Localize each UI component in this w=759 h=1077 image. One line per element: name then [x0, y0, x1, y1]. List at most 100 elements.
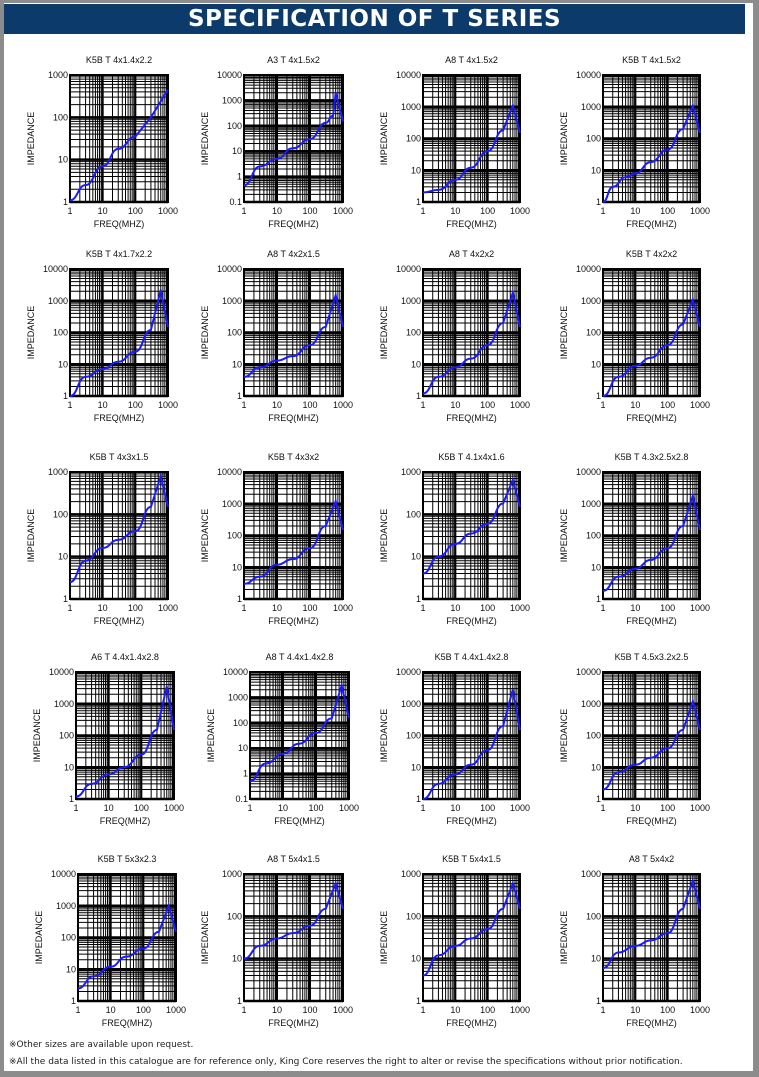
y-tick-label: 1 [237, 594, 242, 604]
x-tick-label: 1000 [690, 1005, 710, 1015]
y-tick-label: 1000 [581, 869, 601, 879]
y-tick-label: 10 [64, 762, 74, 772]
x-tick-label: 1 [420, 603, 425, 613]
x-tick-label: 100 [128, 603, 143, 613]
y-tick-label: 1000 [222, 869, 242, 879]
x-tick-label: 1000 [158, 400, 178, 410]
x-tick-label: 1 [600, 603, 605, 613]
x-tick-label: 10 [450, 603, 460, 613]
x-tick-label: 100 [660, 803, 675, 813]
impedance-curve [249, 681, 350, 783]
x-tick-label: 10 [98, 400, 108, 410]
impedance-chart: K5B T 5x3x2.3 1 10 100 1000 10000 1 10 100 1000 FR… [34, 854, 186, 1028]
y-tick-label: 1000 [56, 901, 76, 911]
y-tick-label: 10 [591, 359, 601, 369]
note-disclaimer: ※All the data listed in this catalogue a… [9, 1057, 683, 1067]
x-tick-label: 10 [450, 803, 460, 813]
impedance-curve [75, 686, 175, 798]
y-axis-label: IMPEDANCE [379, 112, 389, 166]
y-tick-label: 10000 [396, 264, 421, 274]
y-tick-label: 10000 [49, 667, 74, 677]
x-tick-label: 10 [450, 400, 460, 410]
y-axis-label: IMPEDANCE [379, 509, 389, 563]
y-tick-label: 10000 [43, 264, 68, 274]
plot-frame [422, 471, 521, 600]
impedance-chart: K5B T 4.3x2.5x2.8 1 10 100 1000 10000 1 10 100 10… [559, 452, 710, 626]
y-tick-label: 100 [586, 328, 601, 338]
chart-title: K5B T 4x1.5x2 [622, 55, 681, 65]
x-tick-label: 100 [128, 400, 143, 410]
x-axis-label: FREQ(MHZ) [268, 1018, 319, 1028]
x-tick-label: 1000 [158, 206, 178, 216]
x-tick-label: 1000 [510, 400, 530, 410]
impedance-curve [422, 288, 521, 395]
y-tick-label: 1 [63, 594, 68, 604]
chart-title: A8 T 4x1.5x2 [445, 55, 498, 65]
y-tick-label: 100 [227, 531, 242, 541]
impedance-chart: A8 T 4x1.5x2 1 10 100 1000 10000 1 10 100 1000 FRE… [379, 55, 530, 229]
chart-title: K5B T 4x1.4x2.2 [86, 55, 152, 65]
y-tick-label: 1 [63, 197, 68, 207]
x-tick-label: 1000 [690, 603, 710, 613]
y-tick-label: 1 [69, 794, 74, 804]
impedance-curve [77, 902, 177, 990]
plot-frame [69, 471, 169, 600]
y-tick-label: 0.1 [235, 794, 248, 804]
x-axis-label: FREQ(MHZ) [626, 616, 677, 626]
y-tick-label: 100 [227, 328, 242, 338]
impedance-curve [243, 880, 344, 960]
y-tick-label: 1000 [581, 296, 601, 306]
plot-frame [602, 74, 701, 203]
x-tick-label: 10 [272, 603, 282, 613]
page-title: SPECIFICATION OF T SERIES [4, 4, 745, 34]
plot-frame [602, 471, 701, 600]
x-axis-label: FREQ(MHZ) [626, 816, 677, 826]
x-tick-label: 100 [480, 206, 495, 216]
x-tick-label: 1 [247, 803, 252, 813]
impedance-curve [243, 92, 344, 187]
x-tick-label: 100 [302, 400, 317, 410]
chart-title: K5B T 4.3x2.5x2.8 [615, 452, 689, 462]
plot-frame [422, 268, 521, 397]
x-tick-label: 10 [106, 1005, 116, 1015]
x-tick-label: 1000 [158, 603, 178, 613]
chart-title: K5B T 4.4x1.4x2.8 [435, 652, 509, 662]
y-tick-label: 10 [411, 762, 421, 772]
x-tick-label: 1000 [690, 400, 710, 410]
y-tick-label: 10000 [223, 667, 248, 677]
impedance-curve [602, 296, 701, 397]
y-tick-label: 1000 [401, 467, 421, 477]
plot-frame [249, 671, 350, 800]
x-tick-label: 10 [630, 603, 640, 613]
x-tick-label: 10 [272, 400, 282, 410]
y-tick-label: 10 [591, 562, 601, 572]
x-axis-label: FREQ(MHZ) [100, 816, 151, 826]
x-tick-label: 100 [480, 400, 495, 410]
y-tick-label: 100 [586, 911, 601, 921]
y-tick-label: 10 [232, 954, 242, 964]
y-tick-label: 1 [63, 391, 68, 401]
x-axis-label: FREQ(MHZ) [102, 1018, 153, 1028]
impedance-curve [602, 877, 701, 970]
y-tick-label: 1000 [222, 499, 242, 509]
y-tick-label: 1000 [48, 70, 68, 80]
y-axis-label: IMPEDANCE [200, 509, 210, 563]
x-tick-label: 1 [241, 206, 246, 216]
impedance-curve [243, 498, 344, 585]
impedance-curve [422, 476, 521, 575]
x-tick-label: 1 [420, 803, 425, 813]
impedance-chart: A8 T 4x2x2 1 10 100 1000 10000 1 10 100 1000 FREQ(… [379, 249, 530, 423]
impedance-curve [422, 880, 521, 977]
y-tick-label: 1000 [228, 692, 248, 702]
impedance-curve [602, 697, 701, 791]
y-tick-label: 100 [227, 911, 242, 921]
y-tick-label: 1 [237, 996, 242, 1006]
x-tick-label: 10 [98, 206, 108, 216]
x-tick-label: 1000 [510, 1005, 530, 1015]
x-tick-label: 1000 [164, 803, 184, 813]
plot-frame [75, 671, 175, 800]
y-axis-label: IMPEDANCE [559, 509, 569, 563]
x-tick-label: 1 [73, 803, 78, 813]
impedance-curve [69, 289, 169, 397]
x-tick-label: 1000 [333, 1005, 353, 1015]
